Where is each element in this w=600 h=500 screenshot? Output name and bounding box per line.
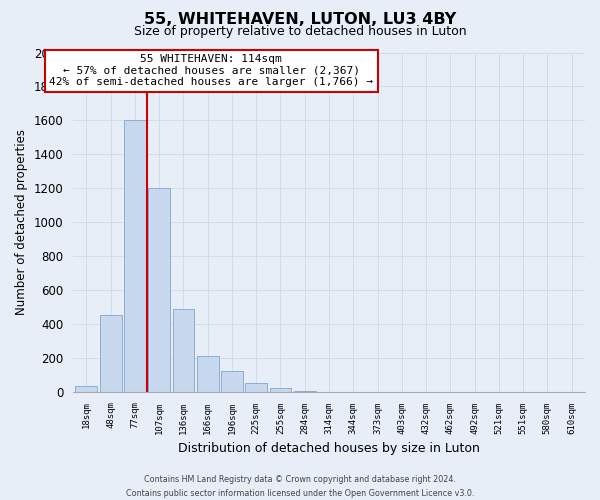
Bar bbox=[197, 356, 218, 392]
Bar bbox=[148, 188, 170, 392]
Text: 55 WHITEHAVEN: 114sqm
← 57% of detached houses are smaller (2,367)
42% of semi-d: 55 WHITEHAVEN: 114sqm ← 57% of detached … bbox=[49, 54, 373, 88]
Text: Size of property relative to detached houses in Luton: Size of property relative to detached ho… bbox=[134, 25, 466, 38]
Bar bbox=[294, 391, 316, 392]
Bar bbox=[221, 372, 243, 392]
Text: 55, WHITEHAVEN, LUTON, LU3 4BY: 55, WHITEHAVEN, LUTON, LU3 4BY bbox=[144, 12, 456, 28]
Bar bbox=[76, 386, 97, 392]
Y-axis label: Number of detached properties: Number of detached properties bbox=[15, 129, 28, 315]
Bar bbox=[100, 314, 122, 392]
Bar bbox=[245, 383, 267, 392]
X-axis label: Distribution of detached houses by size in Luton: Distribution of detached houses by size … bbox=[178, 442, 480, 455]
Bar bbox=[173, 308, 194, 392]
Text: Contains HM Land Registry data © Crown copyright and database right 2024.
Contai: Contains HM Land Registry data © Crown c… bbox=[126, 476, 474, 498]
Bar bbox=[269, 388, 292, 392]
Bar bbox=[124, 120, 146, 392]
